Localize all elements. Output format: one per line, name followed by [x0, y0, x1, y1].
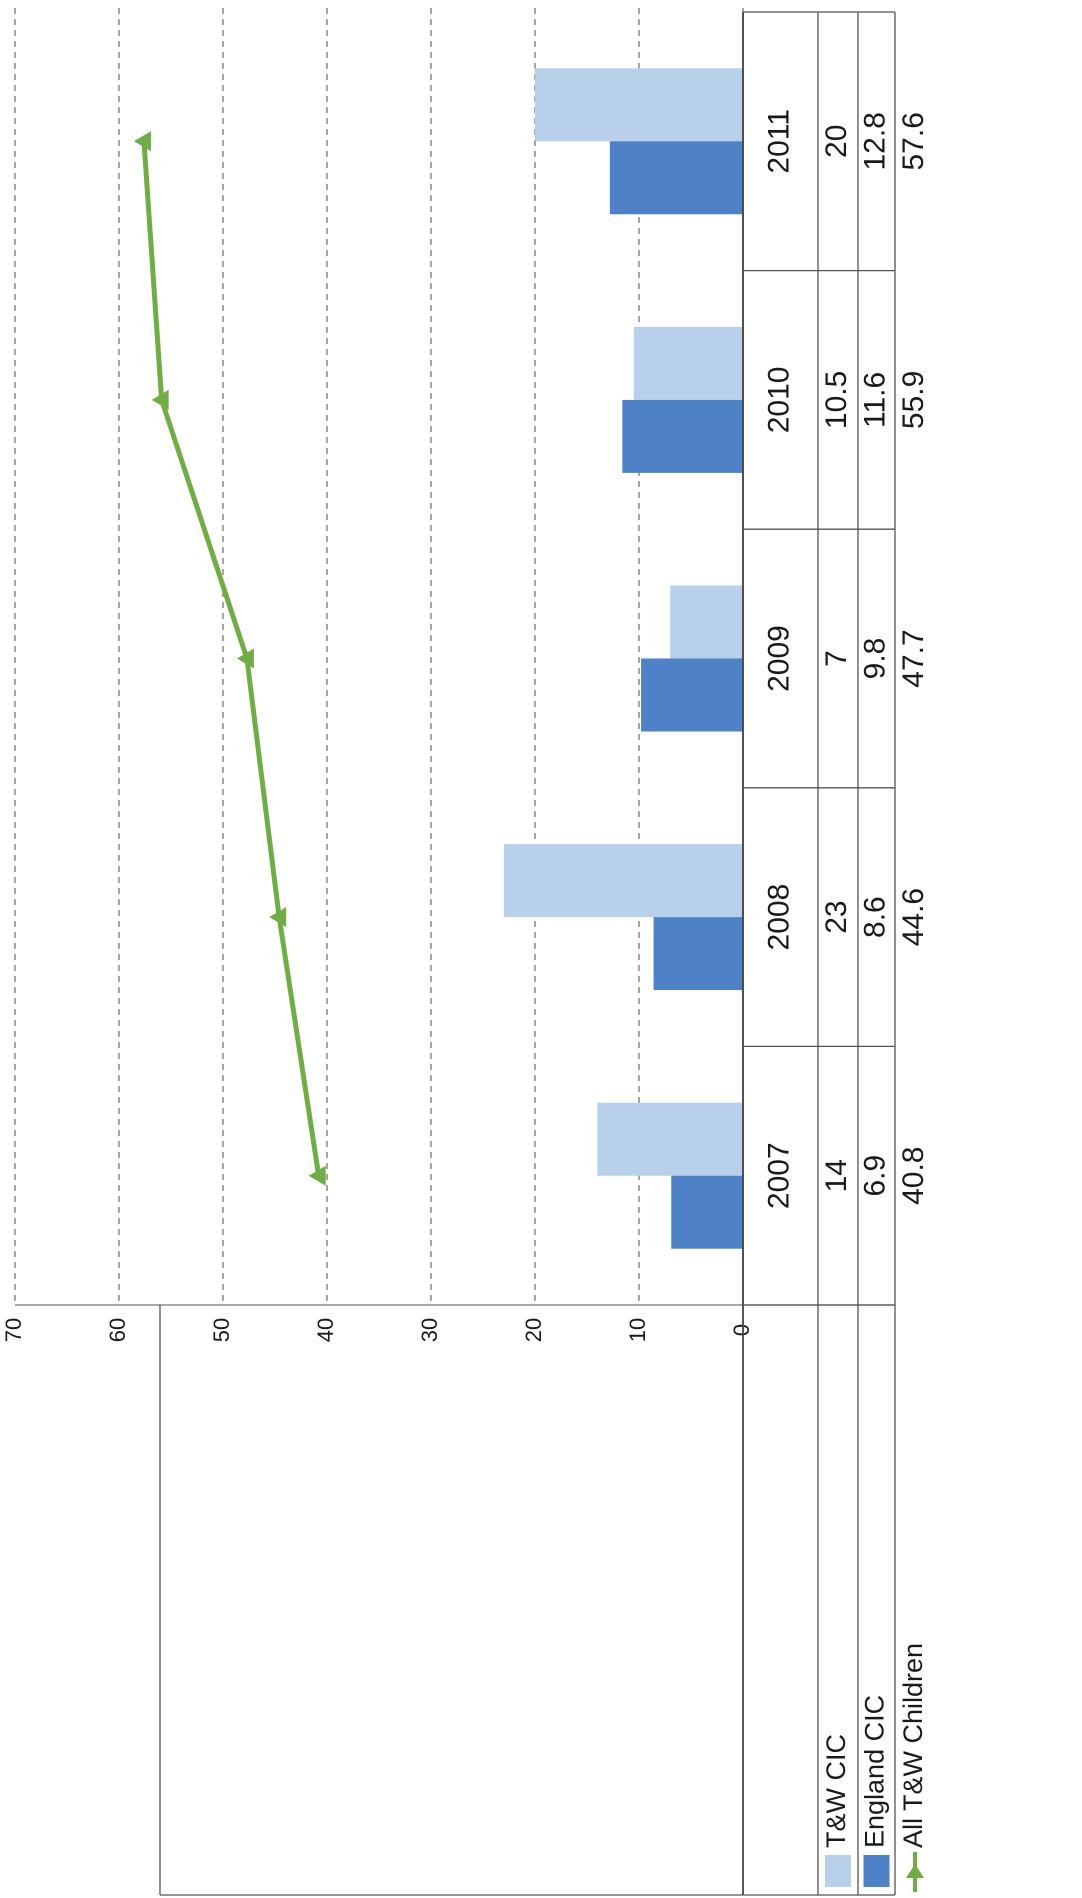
bar	[622, 399, 743, 473]
data-label: 40.8	[897, 1147, 930, 1205]
data-label: 14	[820, 1159, 853, 1192]
data-label: 10.5	[820, 371, 853, 429]
data-label: 9.8	[858, 638, 891, 680]
bar	[609, 141, 743, 215]
data-label: 11.6	[858, 372, 891, 428]
gridlines	[14, 8, 640, 1305]
legend-marker	[906, 1864, 924, 1878]
category-label: 2011	[762, 109, 795, 174]
bar	[641, 658, 743, 732]
data-label: 47.7	[897, 629, 930, 687]
tick-label: 10	[625, 1318, 650, 1342]
bar	[653, 917, 743, 991]
data-label: 6.9	[858, 1155, 891, 1197]
tick-label: 60	[105, 1318, 130, 1342]
legend-swatch	[863, 1855, 890, 1887]
line-marker	[133, 131, 151, 152]
category-label: 2008	[762, 884, 795, 951]
data-label: 12.8	[858, 112, 891, 170]
tick-label: 70	[1, 1318, 26, 1342]
line-marker	[269, 907, 287, 928]
bar	[671, 1175, 743, 1249]
legend-label: England CIC	[860, 1695, 890, 1848]
bar	[503, 844, 743, 918]
category-label: 2009	[762, 625, 795, 692]
line-marker	[236, 648, 254, 669]
legend-swatch	[825, 1855, 851, 1887]
line-marker	[151, 389, 169, 410]
tick-label: 0	[729, 1324, 754, 1336]
tick-label: 20	[521, 1318, 546, 1342]
data-label: 8.6	[858, 896, 891, 938]
bar	[597, 1102, 743, 1176]
tick-label: 40	[313, 1318, 338, 1342]
series-line-path	[141, 141, 322, 1177]
series-line	[133, 131, 326, 1186]
data-label: 44.6	[897, 888, 930, 946]
data-label: 55.9	[897, 371, 930, 429]
legend-label: T&W CIC	[821, 1734, 851, 1848]
data-label: 20	[820, 125, 853, 158]
data-label: 23	[820, 900, 853, 933]
data-label: 7	[820, 650, 853, 667]
tick-label: 30	[417, 1318, 442, 1342]
bar	[670, 585, 743, 659]
legend-label: All T&W Children	[898, 1643, 928, 1848]
bars	[503, 68, 743, 1249]
category-label: 2007	[762, 1142, 795, 1209]
bar	[535, 68, 743, 142]
bar	[633, 326, 743, 400]
line-marker	[308, 1165, 326, 1186]
category-label: 2010	[762, 367, 795, 434]
tick-label: 50	[209, 1318, 234, 1342]
data-table: 200720082009201020111423710.5206.98.69.8…	[159, 11, 930, 1896]
data-label: 57.6	[897, 112, 930, 170]
